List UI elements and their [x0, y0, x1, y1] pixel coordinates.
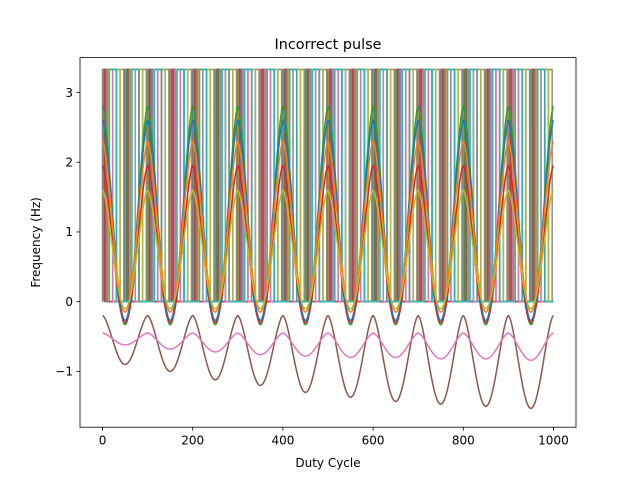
pulse-series-8	[107, 68, 554, 303]
plot-area	[101, 68, 555, 410]
y-tick-label: 2	[65, 156, 73, 170]
x-tick-label: 1000	[538, 434, 569, 448]
curve-series-3	[101, 164, 555, 324]
x-tick-label: 0	[99, 434, 107, 448]
y-tick-label: 3	[65, 86, 73, 100]
pulse-series-0	[101, 68, 554, 303]
pulse-series-7	[107, 68, 554, 303]
x-tick-label: 600	[362, 434, 385, 448]
curve-series-0	[102, 314, 554, 410]
chart-title: Incorrect pulse	[275, 37, 382, 53]
pulse-series-9	[108, 68, 554, 303]
x-axis: 0 200 400 600 800 1000	[99, 427, 569, 448]
y-tick-label: 1	[65, 225, 73, 239]
y-axis-label: Frequency (Hz)	[29, 197, 43, 288]
x-tick-label: 200	[181, 434, 204, 448]
plot-frame	[79, 57, 577, 428]
curve-series-5	[101, 140, 555, 313]
curve-series-1	[102, 332, 554, 362]
curve-series-6	[102, 189, 554, 310]
pulse-series-1	[102, 68, 554, 303]
y-tick-label: 0	[65, 295, 73, 309]
y-tick-label: −1	[55, 365, 73, 379]
x-tick-label: 400	[271, 434, 294, 448]
x-axis-label: Duty Cycle	[295, 456, 360, 470]
x-tick-label: 800	[452, 434, 475, 448]
y-axis: −1 0 1 2 3	[55, 86, 80, 379]
